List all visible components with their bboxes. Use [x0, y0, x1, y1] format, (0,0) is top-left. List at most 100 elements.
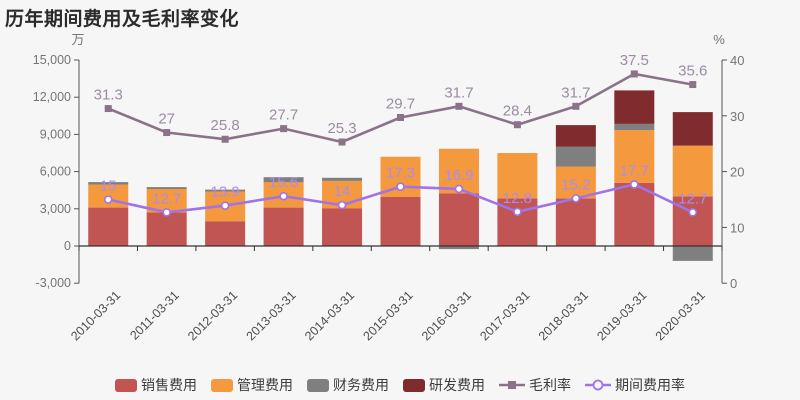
bar-segment-rd-2018-03-31[interactable] — [555, 125, 596, 147]
value-label-expense-ratio-2011-03-31: 12.7 — [152, 190, 181, 207]
bar-segment-rd-2020-03-31[interactable] — [672, 112, 713, 146]
x-axis-label-2010-03-31: 2010-03-31 — [68, 288, 123, 343]
x-axis-label-2015-03-31: 2015-03-31 — [361, 288, 416, 343]
chart-legend: 销售费用 管理费用 财务费用 研发费用 毛利率 期间费用率 — [0, 375, 800, 395]
marker-gross-margin-2013-03-31[interactable] — [280, 125, 288, 133]
bar-segment-admin-2020-03-31[interactable] — [672, 145, 713, 197]
legend-label: 毛利率 — [529, 377, 571, 393]
bar-segment-finance-2016-03-31[interactable] — [438, 246, 479, 250]
x-axis-label-2011-03-31: 2011-03-31 — [127, 288, 181, 342]
legend-line-icon — [585, 379, 611, 391]
legend-label: 期间费用率 — [615, 377, 685, 393]
marker-gross-margin-2020-03-31[interactable] — [689, 81, 697, 89]
bar-segment-sales-2010-03-31[interactable] — [88, 207, 129, 246]
value-label-gross-margin-2018-03-31: 31.7 — [561, 84, 590, 101]
marker-expense-ratio-2011-03-31[interactable] — [162, 208, 171, 217]
legend-item-期间费用率[interactable]: 期间费用率 — [585, 375, 685, 395]
marker-expense-ratio-2013-03-31[interactable] — [279, 191, 288, 201]
bar-segment-sales-2014-03-31[interactable] — [322, 208, 363, 246]
right-axis-tick-label: 10 — [730, 220, 744, 235]
value-label-expense-ratio-2012-03-31: 13.9 — [211, 184, 240, 201]
right-axis-tick-label: 20 — [730, 165, 744, 180]
value-label-gross-margin-2016-03-31: 31.7 — [444, 84, 473, 101]
left-axis-tick-label: 12,000 — [33, 90, 71, 104]
bar-segment-sales-2013-03-31[interactable] — [263, 207, 304, 246]
bar-segment-sales-2011-03-31[interactable] — [146, 212, 187, 247]
left-axis-tick-label: 9,000 — [40, 127, 71, 141]
bar-segment-sales-2018-03-31[interactable] — [555, 198, 596, 246]
bar-segment-finance-2020-03-31[interactable] — [672, 246, 713, 261]
value-label-expense-ratio-2013-03-31: 15.6 — [269, 174, 298, 191]
value-label-gross-margin-2013-03-31: 27.7 — [269, 107, 298, 124]
legend-item-管理费用[interactable]: 管理费用 — [211, 375, 293, 395]
value-label-expense-ratio-2014-03-31: 14 — [334, 183, 351, 200]
legend-swatch-icon — [115, 378, 137, 392]
value-label-expense-ratio-2015-03-31: 17.3 — [386, 165, 415, 182]
x-axis-label-2019-03-31: 2019-03-31 — [594, 288, 649, 343]
marker-gross-margin-2012-03-31[interactable] — [221, 135, 229, 143]
bar-segment-finance-2010-03-31[interactable] — [88, 182, 129, 185]
marker-expense-ratio-2018-03-31[interactable] — [571, 194, 581, 203]
marker-expense-ratio-2010-03-31[interactable] — [103, 195, 113, 204]
value-label-gross-margin-2012-03-31: 25.8 — [211, 117, 240, 134]
right-axis-tick-label: 0 — [730, 276, 737, 291]
marker-expense-ratio-2015-03-31[interactable] — [396, 182, 405, 191]
bar-segment-finance-2013-03-31[interactable] — [263, 177, 304, 183]
legend-swatch-icon — [403, 378, 425, 392]
marker-expense-ratio-2012-03-31[interactable] — [220, 201, 230, 210]
value-label-gross-margin-2020-03-31: 35.6 — [678, 63, 707, 80]
bar-segment-sales-2016-03-31[interactable] — [438, 193, 479, 246]
marker-gross-margin-2016-03-31[interactable] — [455, 102, 463, 110]
legend-item-研发费用[interactable]: 研发费用 — [403, 375, 485, 395]
value-label-expense-ratio-2019-03-31: 17.7 — [620, 162, 649, 179]
bar-segment-sales-2015-03-31[interactable] — [380, 197, 421, 246]
marker-gross-margin-2014-03-31[interactable] — [338, 138, 346, 146]
marker-expense-ratio-2020-03-31[interactable] — [688, 208, 698, 217]
legend-item-财务费用[interactable]: 财务费用 — [307, 375, 389, 395]
bar-segment-sales-2012-03-31[interactable] — [205, 221, 246, 246]
left-axis-tick-label: -3,000 — [36, 276, 71, 290]
bar-segment-admin-2019-03-31[interactable] — [614, 130, 655, 183]
value-label-gross-margin-2015-03-31: 29.7 — [386, 95, 415, 112]
marker-expense-ratio-2014-03-31[interactable] — [337, 200, 347, 210]
legend-swatch-icon — [307, 378, 329, 392]
bar-segment-rd-2019-03-31[interactable] — [614, 90, 655, 124]
x-axis-label-2013-03-31: 2013-03-31 — [244, 288, 299, 343]
bar-segment-finance-2011-03-31[interactable] — [146, 187, 187, 189]
right-axis-tick-label: 30 — [730, 109, 744, 124]
right-axis-tick-label: 40 — [730, 53, 744, 68]
bar-segment-finance-2014-03-31[interactable] — [322, 177, 363, 181]
marker-expense-ratio-2016-03-31[interactable] — [454, 184, 464, 194]
value-label-expense-ratio-2010-03-31: 15 — [100, 178, 117, 195]
bar-segment-sales-2019-03-31[interactable] — [614, 182, 655, 246]
legend-item-毛利率[interactable]: 毛利率 — [499, 375, 571, 395]
bar-segment-admin-2011-03-31[interactable] — [146, 189, 187, 213]
marker-expense-ratio-2019-03-31[interactable] — [630, 180, 639, 189]
legend-label: 财务费用 — [333, 377, 389, 393]
bar-segment-finance-2012-03-31[interactable] — [205, 189, 246, 192]
x-axis-label-2012-03-31: 2012-03-31 — [185, 288, 240, 343]
legend-label: 研发费用 — [429, 377, 485, 393]
value-label-gross-margin-2019-03-31: 37.5 — [620, 52, 649, 69]
x-axis-label-2017-03-31: 2017-03-31 — [477, 288, 532, 343]
value-label-expense-ratio-2017-03-31: 12.8 — [503, 190, 532, 207]
value-label-expense-ratio-2018-03-31: 15.2 — [561, 176, 590, 193]
left-axis-tick-label: 15,000 — [33, 53, 71, 67]
marker-gross-margin-2010-03-31[interactable] — [104, 105, 112, 113]
marker-gross-margin-2011-03-31[interactable] — [163, 129, 171, 137]
marker-expense-ratio-2017-03-31[interactable] — [513, 207, 522, 217]
x-axis-label-2014-03-31: 2014-03-31 — [302, 288, 357, 343]
bar-segment-admin-2018-03-31[interactable] — [555, 166, 596, 199]
marker-gross-margin-2019-03-31[interactable] — [630, 70, 638, 78]
left-axis-unit: 万 — [71, 32, 84, 47]
bar-segment-finance-2018-03-31[interactable] — [555, 146, 596, 167]
marker-gross-margin-2018-03-31[interactable] — [572, 102, 580, 110]
marker-gross-margin-2017-03-31[interactable] — [513, 121, 521, 129]
marker-gross-margin-2015-03-31[interactable] — [397, 113, 404, 121]
legend-label: 管理费用 — [237, 377, 293, 393]
bar-segment-admin-2017-03-31[interactable] — [497, 153, 538, 199]
x-axis-label-2016-03-31: 2016-03-31 — [419, 288, 474, 343]
value-label-gross-margin-2017-03-31: 28.4 — [503, 103, 532, 120]
bar-segment-finance-2019-03-31[interactable] — [614, 123, 655, 131]
legend-item-销售费用[interactable]: 销售费用 — [115, 375, 197, 395]
